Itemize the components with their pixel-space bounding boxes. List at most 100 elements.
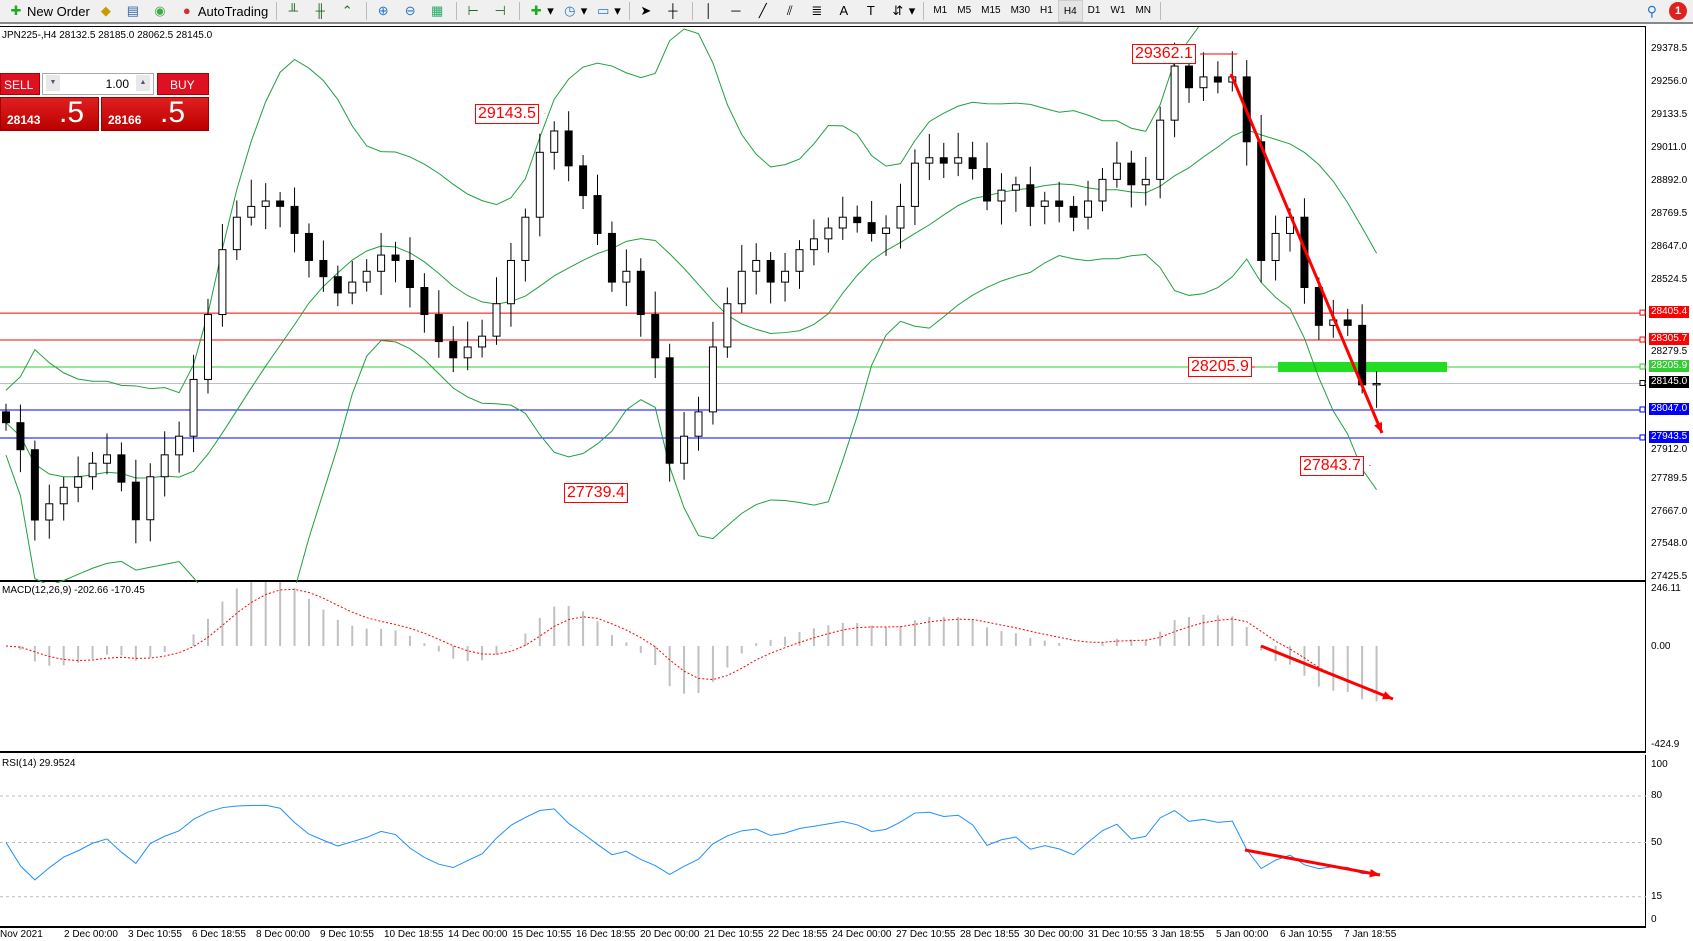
- new-order-icon: ✚: [10, 3, 22, 18]
- navigator-button[interactable]: ▤: [121, 0, 148, 22]
- time-axis-label: 15 Dec 10:55: [512, 929, 572, 940]
- text-label-button[interactable]: T: [859, 0, 886, 22]
- separator: [276, 2, 278, 20]
- candle-body: [809, 238, 818, 251]
- timeframe-mn[interactable]: MN: [1135, 5, 1151, 16]
- candle-body: [362, 270, 371, 283]
- candle-body: [983, 168, 992, 202]
- candle-body: [867, 222, 876, 234]
- search-icon[interactable]: ⚲: [1646, 2, 1657, 19]
- horizontal-line-button[interactable]: ─: [724, 0, 751, 22]
- price-level-handle: [1639, 406, 1646, 413]
- timeframe-w1[interactable]: W1: [1110, 5, 1126, 16]
- candlestick-button[interactable]: ╫: [308, 0, 335, 22]
- price-axis-label: 28647.0: [1651, 240, 1688, 252]
- autotrading-button[interactable]: ● AutoTrading: [175, 0, 272, 22]
- zoom-out-button[interactable]: ⊖: [398, 0, 425, 22]
- macd-axis-label: -424.9: [1651, 739, 1680, 750]
- chart-shift-icon: ⊣: [494, 3, 506, 18]
- candle-body: [59, 486, 68, 505]
- price-level-handle: [1639, 336, 1646, 343]
- price-level-handle: [1639, 379, 1646, 386]
- market-watch-button[interactable]: ◆: [94, 0, 121, 22]
- sell-button[interactable]: SELL: [0, 73, 40, 95]
- timeframe-d1[interactable]: D1: [1087, 5, 1101, 16]
- price-axis-label: 29378.5: [1651, 43, 1688, 54]
- rsi-panel[interactable]: RSI(14) 29.9524: [0, 755, 1646, 928]
- cursor-button[interactable]: ➤: [634, 0, 661, 22]
- signals-button[interactable]: ◉: [148, 0, 175, 22]
- chart-shift-button[interactable]: ⊣: [488, 0, 515, 22]
- candle-body: [1199, 76, 1208, 89]
- folder-icon: ◆: [100, 3, 111, 18]
- separator: [628, 2, 630, 20]
- price-axis-label: 27912.0: [1651, 443, 1688, 455]
- lot-size-input[interactable]: 1.00: [42, 73, 154, 95]
- sell-price-button[interactable]: 28143.5: [0, 96, 99, 131]
- timeframe-m5[interactable]: M5: [957, 5, 972, 16]
- periods-button[interactable]: ◷ ▾: [558, 0, 592, 22]
- line-chart-button[interactable]: ⌃: [335, 0, 362, 22]
- macd-title: MACD(12,26,9) -202.66 -170.45: [2, 585, 145, 596]
- time-axis-label: 3 Jan 18:55: [1152, 929, 1205, 940]
- macd-panel[interactable]: MACD(12,26,9) -202.66 -170.45: [0, 582, 1646, 753]
- time-axis-label: 3 Dec 10:55: [128, 929, 182, 940]
- fibonacci-button[interactable]: ≣: [805, 0, 832, 22]
- price-label: 28205.9: [1188, 357, 1252, 377]
- candle-body: [74, 476, 83, 488]
- candle-body: [391, 254, 400, 261]
- autoscroll-button[interactable]: ⊢: [461, 0, 488, 22]
- rsi-axis: 100 80 50 15 0: [1647, 755, 1693, 928]
- candle-body: [146, 476, 155, 521]
- candle-body: [1372, 382, 1381, 386]
- timeframe-m30[interactable]: M30: [1010, 5, 1031, 16]
- rsi-divergence-arrow: [1244, 848, 1381, 877]
- candle-body: [824, 227, 833, 240]
- trendline-button[interactable]: ╱: [751, 0, 778, 22]
- time-axis-label: 22 Dec 18:55: [768, 929, 828, 940]
- buy-price-button[interactable]: 28166.5: [101, 96, 209, 131]
- price-axis-label: 28769.5: [1651, 207, 1688, 219]
- chart-title: JPN225-,H4 28132.5 28185.0 28062.5 28145…: [2, 30, 213, 41]
- bollinger-lower: [5, 253, 1377, 583]
- candle-body: [131, 481, 140, 521]
- timeframe-h4[interactable]: H4: [1057, 0, 1083, 22]
- timeframe-h1[interactable]: H1: [1040, 5, 1053, 16]
- price-level-tag: 28205.9: [1649, 360, 1690, 373]
- new-order-button[interactable]: ✚ New Order: [4, 0, 94, 22]
- price-chart[interactable]: JPN225-,H4 28132.5 28185.0 28062.5 28145…: [0, 26, 1646, 583]
- price-axis[interactable]: 28405.4 28305.7 28205.9 28145.0 28047.0 27943…: [1647, 26, 1693, 582]
- candle-body: [420, 287, 429, 316]
- separator: [923, 2, 925, 20]
- timeframe-m1[interactable]: M1: [933, 5, 948, 16]
- arrows-button[interactable]: ⇵ ▾: [886, 0, 920, 22]
- indicators-button[interactable]: ✚ ▾: [524, 0, 558, 22]
- candle-body: [117, 454, 126, 483]
- signal-icon: ◉: [154, 3, 166, 18]
- candle-body: [261, 200, 270, 207]
- lot-increase-button[interactable]: ▲: [136, 75, 150, 91]
- zoom-in-icon: ⊕: [377, 3, 389, 18]
- bollinger-upper: [5, 27, 1200, 394]
- text-icon: A: [839, 3, 849, 18]
- template-icon: ▭: [597, 3, 610, 18]
- zoom-in-button[interactable]: ⊕: [371, 0, 398, 22]
- channel-button[interactable]: ⫽: [778, 0, 805, 22]
- buy-button[interactable]: BUY: [157, 73, 209, 95]
- tile-windows-button[interactable]: ▦: [425, 0, 452, 22]
- templates-button[interactable]: ▭ ▾: [597, 3, 621, 18]
- price-axis-label: 28892.0: [1651, 174, 1688, 186]
- time-axis: Nov 2021 2 Dec 00:00 3 Dec 10:55 6 Dec 18:5…: [0, 928, 1646, 941]
- candle-body: [1314, 287, 1323, 326]
- vertical-line-button[interactable]: │: [697, 0, 724, 22]
- crosshair-button[interactable]: ┼: [661, 0, 688, 22]
- candle-body: [997, 189, 1006, 202]
- bar-chart-button[interactable]: ╨: [281, 0, 308, 22]
- text-button[interactable]: A: [832, 0, 859, 22]
- price-axis-label: 27789.5: [1651, 472, 1688, 484]
- lot-decrease-button[interactable]: ▼: [46, 75, 60, 91]
- notifications-badge[interactable]: 1: [1669, 2, 1687, 20]
- candle-body: [853, 216, 862, 224]
- candle-body: [636, 270, 645, 316]
- timeframe-m15[interactable]: M15: [981, 5, 1001, 16]
